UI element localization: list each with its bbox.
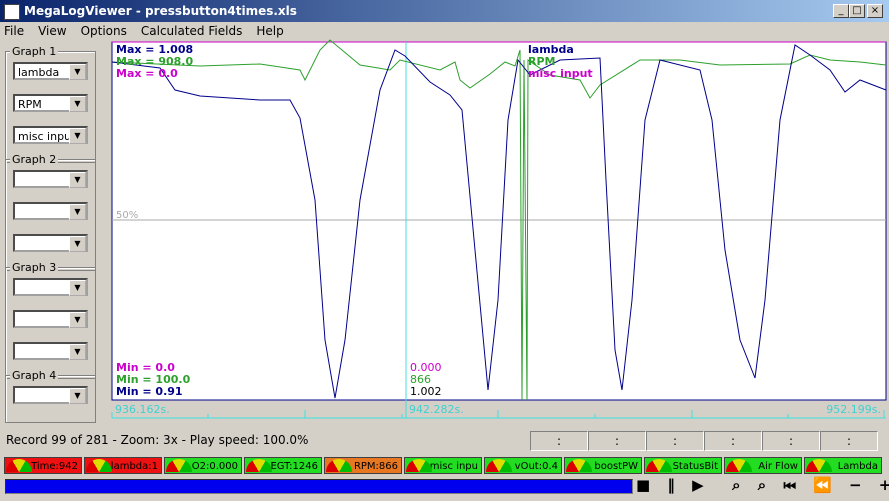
plot-area bbox=[111, 41, 887, 401]
menu-item[interactable]: Calculated Fields bbox=[140, 24, 243, 38]
legend-entry: RPM bbox=[528, 55, 556, 68]
time-box: : bbox=[762, 431, 820, 451]
gauge-icon bbox=[246, 459, 272, 472]
channel-combo[interactable] bbox=[13, 234, 88, 252]
minimize-button[interactable]: _ bbox=[833, 4, 849, 18]
menu-item[interactable]: Options bbox=[80, 24, 127, 38]
lambda-trace bbox=[111, 44, 887, 399]
max-label: Max = 1.008 bbox=[116, 43, 194, 56]
min-label: Min = 0.0 bbox=[116, 361, 175, 374]
channel-combo[interactable] bbox=[13, 202, 88, 220]
time-box: : bbox=[646, 431, 704, 451]
graph-group-title: Graph 1 bbox=[10, 45, 59, 58]
min-label: Min = 0.91 bbox=[116, 385, 183, 398]
maximize-button[interactable]: □ bbox=[849, 4, 865, 18]
time-box: : bbox=[820, 431, 878, 451]
legend-entry: misc input bbox=[528, 67, 593, 80]
playback-controls[interactable]: ■ ‖ ▶ ⌕ ⌕ ⏮ ⏪ − + ⏩ ⏭ bbox=[636, 476, 889, 494]
gauge-icon bbox=[566, 459, 592, 472]
gauge-icon bbox=[646, 459, 672, 472]
channel-combo[interactable] bbox=[13, 342, 88, 360]
menu-item[interactable]: File bbox=[4, 24, 25, 38]
cursor-value: 0.000 bbox=[410, 361, 442, 374]
time-ticks bbox=[111, 410, 885, 418]
max-label: Max = 908.0 bbox=[116, 55, 194, 68]
graph-group-title: Graph 4 bbox=[10, 369, 59, 382]
channel-combo[interactable] bbox=[13, 170, 88, 188]
gauge-icon bbox=[326, 459, 352, 472]
channel-combo[interactable]: lambda bbox=[13, 62, 88, 80]
time-label: 952.199s. bbox=[826, 403, 881, 416]
gauge-icon bbox=[486, 459, 512, 472]
min-label: Min = 100.0 bbox=[116, 373, 191, 386]
graph-group-title: Graph 3 bbox=[10, 261, 59, 274]
gauge-icon bbox=[166, 459, 192, 472]
time-label: 936.162s. bbox=[115, 403, 170, 416]
window-title: MegaLogViewer - pressbutton4times.xls bbox=[24, 4, 297, 18]
status-text: Record 99 of 281 - Zoom: 3x - Play speed… bbox=[6, 433, 309, 447]
gauge-icon bbox=[806, 459, 832, 472]
rpm-trace bbox=[111, 39, 887, 401]
max-label: Max = 0.0 bbox=[116, 67, 178, 80]
title-bar: MegaLogViewer - pressbutton4times.xls bbox=[0, 0, 889, 22]
app-icon bbox=[4, 4, 20, 20]
time-box: : bbox=[588, 431, 646, 451]
menu-item[interactable]: View bbox=[38, 24, 67, 38]
time-box: : bbox=[704, 431, 762, 451]
channel-combo[interactable]: misc input bbox=[13, 126, 88, 144]
menu-bar: File View Options Calculated Fields Help bbox=[4, 24, 284, 40]
graph-group-title: Graph 2 bbox=[10, 153, 59, 166]
gauge-icon bbox=[6, 459, 32, 472]
channel-combo[interactable] bbox=[13, 278, 88, 296]
channel-combo[interactable]: RPM bbox=[13, 94, 88, 112]
menu-item[interactable]: Help bbox=[256, 24, 284, 38]
mid-label: 50% bbox=[116, 210, 139, 221]
time-box: : bbox=[530, 431, 588, 451]
channel-combo[interactable] bbox=[13, 310, 88, 328]
close-button[interactable]: × bbox=[867, 4, 883, 18]
gauge-icon bbox=[726, 459, 752, 472]
time-label: 942.282s. bbox=[409, 403, 464, 416]
cursor-value: 866 bbox=[410, 373, 431, 386]
legend-entry: lambda bbox=[528, 43, 574, 56]
gauge-icon bbox=[406, 459, 432, 472]
cursor-value: 1.002 bbox=[410, 385, 442, 398]
gauge-icon bbox=[86, 459, 112, 472]
progress-bar[interactable] bbox=[5, 479, 633, 494]
channel-combo[interactable] bbox=[13, 386, 88, 404]
